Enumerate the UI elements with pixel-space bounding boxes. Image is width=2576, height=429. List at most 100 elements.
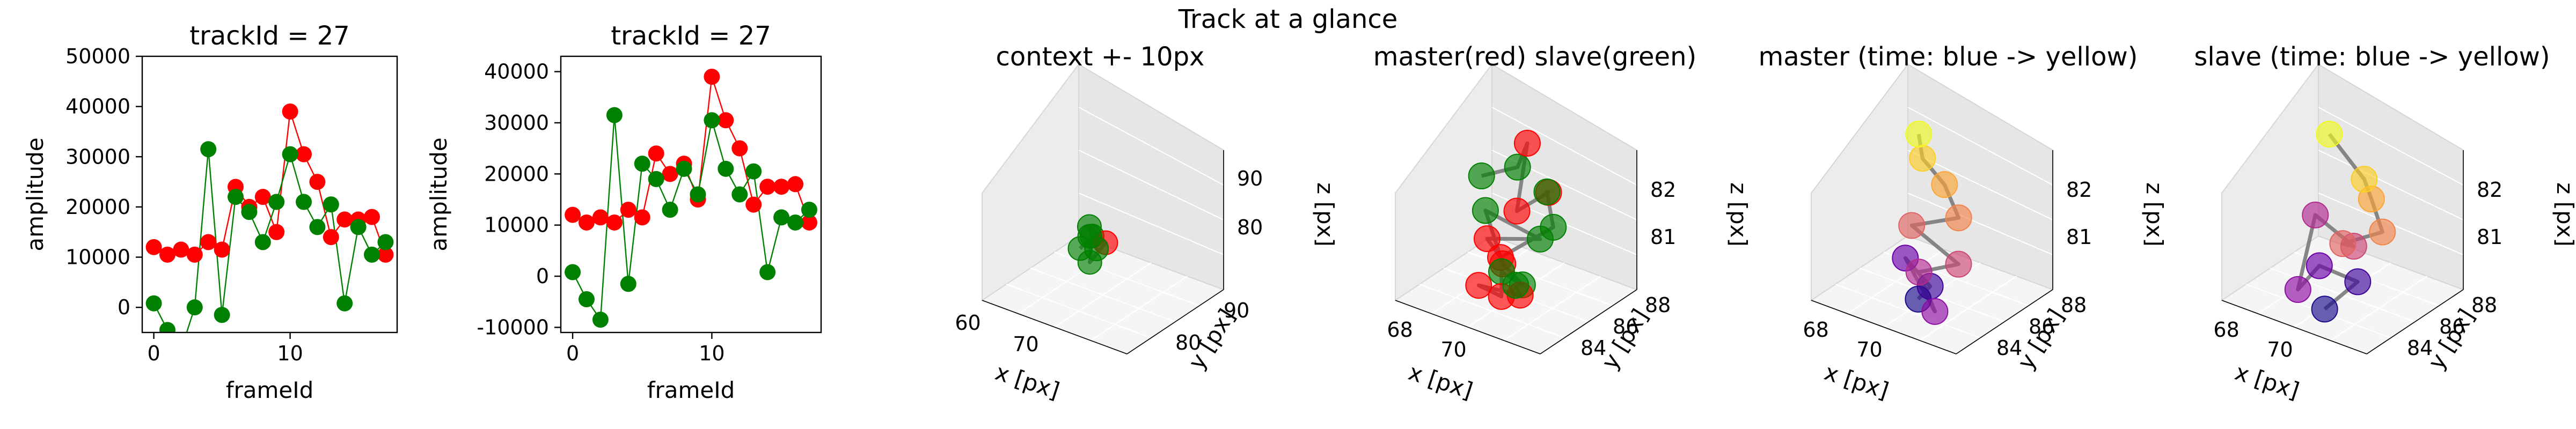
grid-line <box>1078 150 1224 220</box>
series-1-point <box>323 229 339 246</box>
z-tick-label: 82 <box>2066 178 2092 202</box>
charts-group: trackId = 27 frameId amplitude 0 10 0 10000 200… <box>22 21 2576 404</box>
series-2-point <box>690 186 706 203</box>
series-1-point <box>578 214 595 231</box>
series-2-point <box>731 186 748 203</box>
grid-line <box>1503 276 1601 341</box>
scatter-point <box>1898 212 1926 239</box>
y-tick-label: 86 <box>1613 315 1638 338</box>
scatter-point <box>1945 250 1972 278</box>
scatter-point <box>2306 252 2333 279</box>
y-tick-label: 84 <box>2407 336 2433 360</box>
series-1-point <box>773 179 790 195</box>
series-2-point <box>578 291 595 308</box>
series-2-point <box>759 264 776 280</box>
line-chart-2: trackId = 27 frameId amplitude 0 10 -10000 0 10… <box>426 21 822 403</box>
scatter-point <box>2329 230 2357 257</box>
y-tick-label: 40000 <box>484 60 549 84</box>
chart-title: trackId = 27 <box>189 21 350 51</box>
x-tick-label: 68 <box>1803 318 1828 342</box>
series-2-point <box>676 160 692 177</box>
scatter-point <box>2316 121 2343 148</box>
y-tick-label: 86 <box>2029 315 2054 338</box>
series-1-point <box>648 145 664 162</box>
scatter-point <box>1931 171 1958 198</box>
series-2-point <box>364 246 380 263</box>
series-1-point <box>145 239 162 255</box>
x-tick-label: 70 <box>1440 338 1466 361</box>
y-tick-label: 10000 <box>65 246 130 269</box>
y-tick-label: -10000 <box>477 315 549 339</box>
y-tick-label: 84 <box>1580 336 1606 360</box>
z-tick-label: 82 <box>1650 178 1676 202</box>
z-axis-label: z [px] <box>1725 182 1752 247</box>
series-1-point <box>801 214 817 231</box>
x-tick-label: 68 <box>1387 318 1413 342</box>
z-tick-label: 82 <box>2477 178 2502 202</box>
grid-line <box>1030 268 1176 322</box>
scatter-point <box>1502 271 1529 299</box>
3d-panel-2: master(red) slave(green) 68 70x [px] 84 86 88… <box>1373 42 1752 404</box>
series-1-point <box>634 209 650 226</box>
scatter-point <box>1533 178 1561 205</box>
y-axis-label: amplitude <box>426 137 452 251</box>
x-tick-label: 60 <box>955 311 980 335</box>
3d-panel-4: slave (time: blue -> yellow) 68 70x [px] 84… <box>2194 42 2576 404</box>
chart-title: context +- 10px <box>996 42 1205 72</box>
scatter-point <box>1465 272 1492 299</box>
x-tick-label: 68 <box>2213 318 2239 342</box>
y-axis-label: amplitude <box>22 137 48 251</box>
series-2-point <box>268 194 285 210</box>
x-tick-label: 0 <box>147 342 160 365</box>
y-tick-label: 10000 <box>484 213 549 237</box>
series-2-point <box>773 209 790 226</box>
y-tick-label: 30000 <box>484 111 549 135</box>
scatter-point <box>2302 201 2329 228</box>
series-2-point <box>634 156 650 172</box>
series-2-point <box>159 322 175 332</box>
y-tick-label: 88 <box>1645 293 1671 317</box>
y-tick-label: 84 <box>1996 336 2022 360</box>
z-axis-label: z [px] <box>1312 182 1338 247</box>
y-tick-label: 30000 <box>65 145 130 168</box>
x-axis-line <box>2221 300 2367 354</box>
z-tick-label: 81 <box>2477 225 2502 249</box>
series-1-point <box>364 209 380 225</box>
scatter-point <box>1513 130 1541 157</box>
y-axis-line <box>1540 289 1637 354</box>
scatter-point <box>2369 218 2396 246</box>
chart-title: trackId = 27 <box>611 21 771 51</box>
series-1-point <box>200 234 217 250</box>
scatter-point <box>1503 197 1531 225</box>
plot-area <box>565 69 817 328</box>
axes-frame <box>141 55 398 334</box>
series-1-point <box>718 112 734 129</box>
z-tick-label: 81 <box>2066 225 2092 249</box>
scatter-point <box>2351 166 2378 193</box>
series-2-point <box>704 112 720 129</box>
plot-area <box>145 103 394 332</box>
series-1-point <box>745 196 762 213</box>
series-2-point <box>606 107 623 123</box>
z-axis-label: z [px] <box>2552 182 2576 247</box>
scatter-point <box>1905 258 1933 286</box>
y-axis-line <box>2366 289 2464 354</box>
series-1-point <box>282 103 298 120</box>
series-2-point <box>254 234 271 250</box>
x-tick-label: 70 <box>2267 338 2293 361</box>
series-1-point <box>565 206 581 223</box>
series-1-point <box>759 179 776 195</box>
y-tick-label: 88 <box>2471 293 2497 317</box>
series-1-point <box>377 246 394 263</box>
x-tick-label: 70 <box>1013 332 1038 356</box>
series-2-point <box>200 141 217 158</box>
x-axis-line <box>1395 300 1541 354</box>
x-tick-label: 70 <box>1856 338 1882 361</box>
series-1-point <box>787 176 804 193</box>
grid-line <box>1078 107 1224 186</box>
chart-title: master(red) slave(green) <box>1373 42 1696 72</box>
series-2-point <box>620 276 636 292</box>
series-line-2 <box>572 115 810 322</box>
